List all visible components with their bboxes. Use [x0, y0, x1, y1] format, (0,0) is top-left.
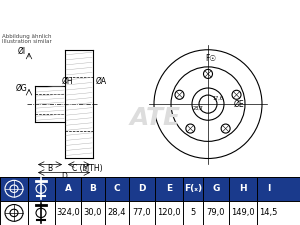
Text: 28,7: 28,7: [193, 106, 203, 111]
Text: ØA: ØA: [95, 76, 106, 86]
Text: I: I: [267, 184, 270, 193]
Text: Illustration similar: Illustration similar: [2, 39, 52, 44]
Text: 30,0: 30,0: [84, 208, 102, 217]
Text: 149,0: 149,0: [231, 208, 255, 217]
Text: B: B: [90, 184, 96, 193]
Text: F(ₓ): F(ₓ): [184, 184, 202, 193]
Text: ATE: ATE: [129, 106, 181, 130]
Text: ØH: ØH: [61, 76, 73, 86]
Text: 5: 5: [190, 208, 196, 217]
Text: D: D: [138, 184, 146, 193]
Text: 120,0: 120,0: [157, 208, 181, 217]
Text: Abbildung ähnlich: Abbildung ähnlich: [2, 34, 52, 39]
Text: 79,0: 79,0: [207, 208, 225, 217]
Text: F☉: F☉: [206, 54, 217, 63]
Text: 24.0130-0101.1: 24.0130-0101.1: [38, 9, 160, 23]
Text: 14,5: 14,5: [259, 208, 278, 217]
Text: 28,4: 28,4: [108, 208, 126, 217]
Text: E: E: [166, 184, 172, 193]
Text: ØG: ØG: [16, 83, 28, 92]
Text: 77,0: 77,0: [133, 208, 151, 217]
Bar: [0, 177, 300, 201]
Text: 324,0: 324,0: [56, 208, 80, 217]
Text: ØE: ØE: [234, 100, 244, 109]
Text: 17,6: 17,6: [213, 96, 224, 101]
Text: C: C: [114, 184, 120, 193]
Text: D: D: [61, 172, 67, 181]
Text: G: G: [212, 184, 220, 193]
Text: A: A: [64, 184, 71, 193]
Text: 430101: 430101: [196, 9, 254, 23]
Text: ØI: ØI: [18, 47, 26, 56]
Text: B: B: [47, 164, 52, 173]
Text: H: H: [239, 184, 247, 193]
Text: C (MTH): C (MTH): [72, 164, 102, 173]
